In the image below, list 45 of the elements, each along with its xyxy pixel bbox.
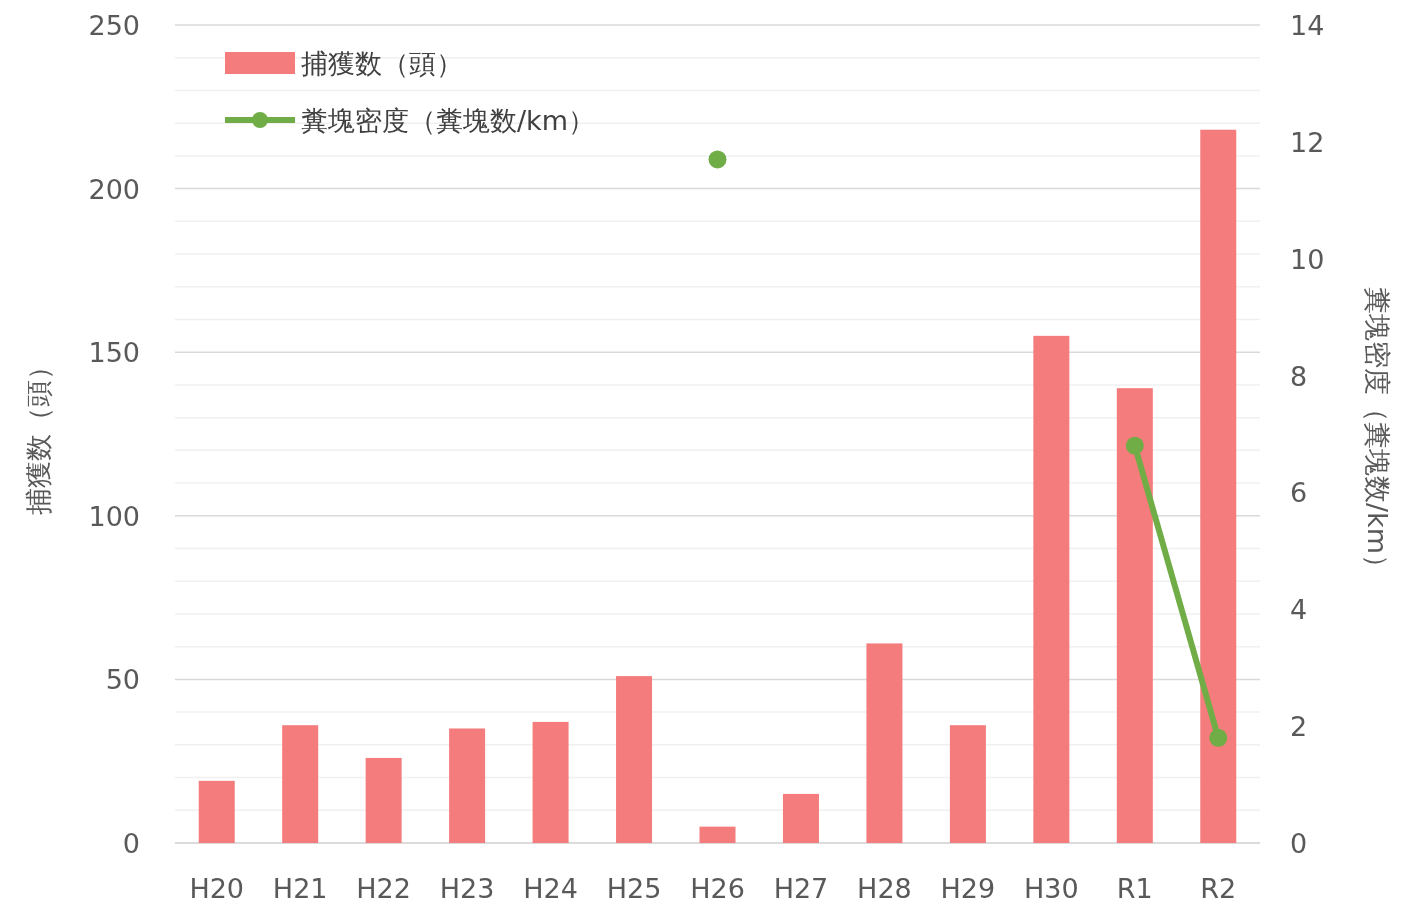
x-tick-label: H29	[940, 873, 996, 904]
x-tick-label: R1	[1116, 873, 1153, 904]
y-tick-label: 50	[105, 664, 140, 696]
y2-tick-label: 6	[1290, 477, 1308, 509]
y-tick-label: 100	[88, 500, 140, 532]
bar	[1033, 335, 1070, 843]
x-tick-label: H26	[690, 873, 745, 904]
x-tick-label: H27	[773, 873, 829, 904]
y-tick-label: 150	[88, 337, 140, 369]
x-tick-label: R2	[1200, 873, 1237, 904]
y2-axis-title: 糞塊密度（糞塊数/km）	[1362, 286, 1393, 582]
bar	[866, 643, 903, 843]
bar	[782, 793, 819, 843]
bar	[699, 826, 736, 843]
bar	[282, 725, 319, 843]
bar	[365, 757, 402, 843]
x-tick-label: H22	[356, 873, 411, 904]
point	[1209, 728, 1228, 747]
legend-label: 捕獲数（頭）	[301, 48, 463, 79]
y2-tick-label: 10	[1290, 243, 1325, 275]
x-tick-label: H30	[1024, 873, 1079, 904]
y2-tick-label: 8	[1290, 360, 1308, 392]
x-tick-label: H21	[272, 873, 328, 904]
y-axis-title: 捕獲数（頭）	[23, 353, 54, 515]
bar	[949, 725, 986, 843]
bar	[616, 676, 653, 843]
x-tick-label: H20	[189, 873, 245, 904]
y2-tick-label: 14	[1290, 10, 1325, 41]
x-tick-label: H24	[523, 873, 578, 904]
y2-tick-label: 0	[1290, 828, 1308, 859]
bar	[532, 721, 569, 843]
bar	[198, 780, 235, 843]
y-tick-label: 200	[88, 173, 140, 205]
bar	[449, 728, 486, 843]
y-tick-label: 0	[122, 828, 140, 859]
x-tick-label: H25	[606, 873, 662, 904]
y-tick-label: 250	[88, 10, 140, 41]
y2-tick-label: 12	[1290, 126, 1325, 158]
point	[708, 150, 727, 169]
point	[1125, 436, 1144, 455]
y2-tick-label: 2	[1290, 711, 1308, 743]
y2-tick-label: 4	[1290, 594, 1308, 626]
x-tick-label: H28	[857, 873, 912, 904]
x-tick-label: H23	[439, 873, 495, 904]
legend-label: 糞塊密度（糞塊数/km）	[301, 105, 596, 136]
